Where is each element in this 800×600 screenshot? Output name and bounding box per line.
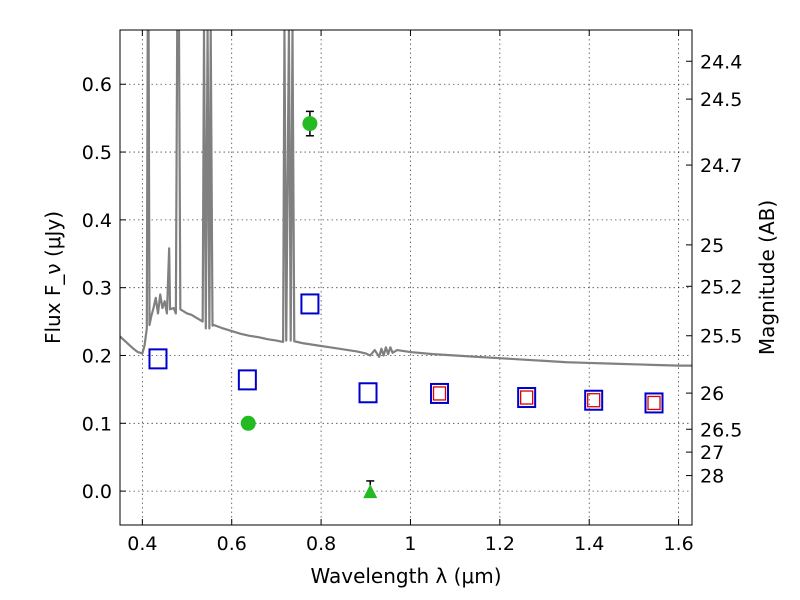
y-tick-label: 0.2 <box>82 345 112 367</box>
x-tick-label: 1.4 <box>574 533 604 555</box>
y-axis-label: Flux F_ν (μJy) <box>41 211 65 344</box>
y-tick-label: 0.6 <box>82 74 112 96</box>
model-photometry-square <box>430 382 450 404</box>
right-tick-label: 24.4 <box>700 51 742 73</box>
right-tick-label: 25.2 <box>700 276 742 298</box>
x-axis-label: Wavelength λ (μm) <box>310 564 501 588</box>
right-tick-label: 26.5 <box>700 419 742 441</box>
upper-limit-marker <box>363 484 378 499</box>
x-tick-label: 1.6 <box>663 533 693 555</box>
y-tick-label: 0.5 <box>82 142 112 164</box>
model-spectrum-line <box>120 30 692 367</box>
right-tick-label: 26 <box>700 383 724 405</box>
right-tick-label: 25 <box>700 235 724 257</box>
right-tick-label: 28 <box>700 466 724 488</box>
x-tick-label: 0.4 <box>127 533 157 555</box>
model-photometry-square <box>300 293 320 315</box>
x-tick-label: 0.8 <box>306 533 336 555</box>
x-tick-label: 0.6 <box>217 533 247 555</box>
plot-frame <box>119 29 693 526</box>
model-photometry-square <box>584 389 604 411</box>
y-tick-label: 0.0 <box>82 481 112 503</box>
y-tick-label: 0.1 <box>82 413 112 435</box>
x-tick-label: 1.2 <box>485 533 515 555</box>
right-tick-label: 24.5 <box>700 89 742 111</box>
model-photometry-inner-square <box>432 386 447 401</box>
right-tick-label: 24.7 <box>700 155 742 177</box>
model-photometry-inner-square <box>587 393 601 408</box>
y-tick-label: 0.3 <box>82 278 112 300</box>
right-tick-label: 25.5 <box>700 326 742 348</box>
right-axis-label: Magnitude (AB) <box>755 200 779 355</box>
x-tick-label: 1 <box>404 533 416 555</box>
detection-point <box>302 116 318 132</box>
model-photometry-square <box>358 382 378 404</box>
model-photometry-square <box>517 387 537 409</box>
model-photometry-inner-square <box>647 395 661 411</box>
detection-point <box>240 415 256 431</box>
model-photometry-square <box>644 392 664 414</box>
model-photometry-inner-square <box>520 390 534 405</box>
y-tick-label: 0.4 <box>82 210 112 232</box>
model-photometry-square <box>237 369 257 391</box>
model-photometry-square <box>148 348 168 370</box>
right-tick-label: 27 <box>700 442 724 464</box>
